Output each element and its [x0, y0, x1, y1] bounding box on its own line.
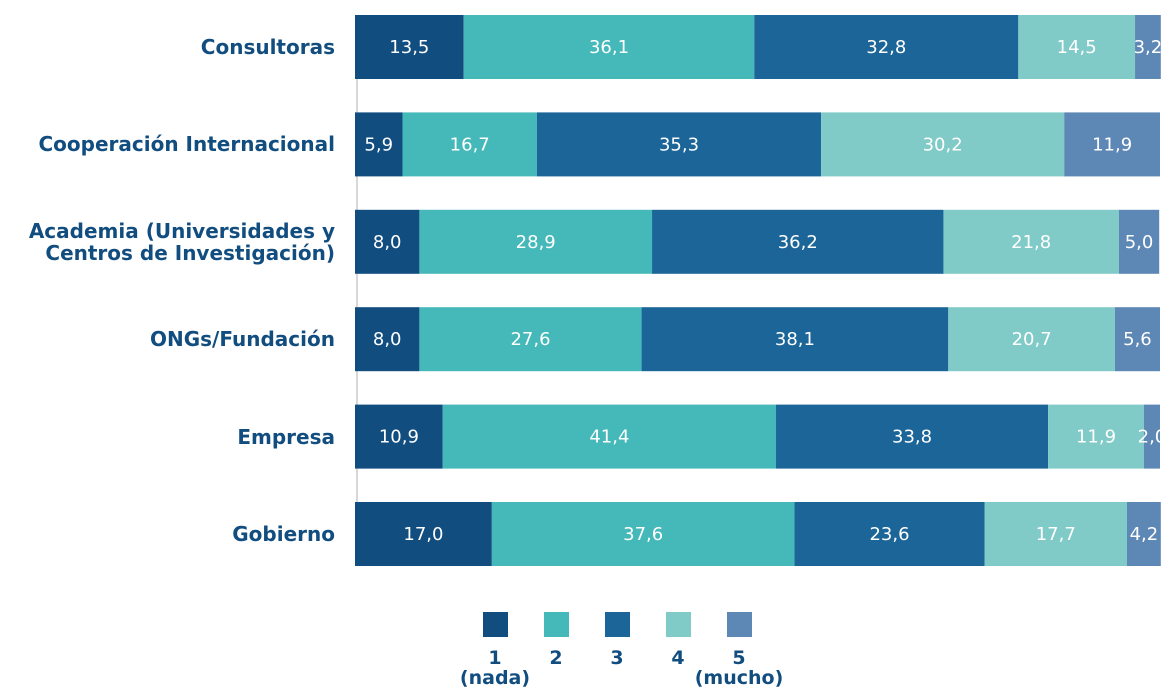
- bar-segment: [1118, 209, 1160, 274]
- bar-segment: [419, 307, 642, 372]
- value-label: 23,6: [869, 524, 909, 545]
- value-label: 33,8: [892, 427, 932, 448]
- value-label: 5,9: [364, 134, 393, 155]
- value-label: 16,7: [450, 134, 490, 155]
- legend-label: 4: [671, 647, 685, 669]
- bar-segment: [355, 15, 464, 79]
- legend-label: 3: [610, 647, 624, 669]
- category-label: Gobierno: [232, 522, 335, 546]
- bar-segment: [402, 112, 537, 177]
- bar-segment: [1143, 404, 1160, 469]
- value-label: 17,7: [1036, 524, 1076, 545]
- value-label: 8,0: [373, 232, 402, 253]
- legend-swatch: [605, 612, 630, 637]
- bar-segment: [1135, 15, 1161, 79]
- bar-segment: [355, 502, 492, 566]
- value-label: 32,8: [866, 37, 906, 58]
- value-label: 37,6: [623, 524, 663, 545]
- bar-segment: [754, 15, 1019, 79]
- bar-segment: [442, 404, 777, 469]
- value-label: 8,0: [373, 329, 402, 350]
- bar-segment: [355, 112, 403, 177]
- category-label: ONGs/Fundación: [149, 327, 335, 352]
- value-label: 41,4: [589, 427, 629, 448]
- bar-segment: [1114, 307, 1160, 372]
- value-label: 3,2: [1134, 37, 1163, 58]
- value-label: 4,2: [1130, 524, 1159, 545]
- legend-swatch: [544, 612, 569, 637]
- value-label: 17,0: [403, 524, 443, 545]
- bar-segment: [355, 209, 420, 274]
- category-label: Consultoras: [200, 35, 335, 59]
- bar-segment: [821, 112, 1065, 177]
- value-label: 38,1: [775, 329, 815, 350]
- value-label: 35,3: [659, 134, 699, 155]
- category-label: Cooperación Internacional: [38, 132, 336, 157]
- value-label: 20,7: [1012, 329, 1052, 350]
- value-label: 11,9: [1092, 134, 1132, 155]
- bar-segment: [652, 209, 944, 274]
- bar-segment: [776, 404, 1049, 469]
- category-label: Empresa: [237, 424, 335, 449]
- bar-segment: [355, 404, 443, 469]
- bar-segment: [1048, 404, 1144, 469]
- legend-swatch: [666, 612, 691, 637]
- bar-segment: [984, 502, 1127, 566]
- legend-swatch: [483, 612, 508, 637]
- bar-segment: [1064, 112, 1160, 177]
- bar-segment: [943, 209, 1119, 274]
- value-label: 27,6: [510, 329, 550, 350]
- value-label: 5,6: [1123, 329, 1152, 350]
- value-label: 5,0: [1125, 232, 1154, 253]
- bar-segment: [794, 502, 985, 566]
- value-label: 36,2: [778, 232, 818, 253]
- value-label: 21,8: [1011, 232, 1051, 253]
- legend-label: 5 (mucho): [694, 647, 784, 689]
- bar-segment: [1126, 502, 1161, 566]
- value-label: 14,5: [1057, 37, 1097, 58]
- bar-segment: [491, 502, 795, 566]
- bar-segment: [419, 209, 653, 274]
- value-label: 36,1: [589, 37, 629, 58]
- bar-segment: [1018, 15, 1136, 79]
- value-label: 11,9: [1076, 427, 1116, 448]
- bar-segment: [355, 307, 420, 372]
- value-label: 2,0: [1138, 427, 1166, 448]
- value-label: 13,5: [389, 37, 429, 58]
- bar-segment: [536, 112, 822, 177]
- bar-segment: [948, 307, 1115, 372]
- legend-label: 2: [549, 647, 563, 669]
- value-label: 28,9: [516, 232, 556, 253]
- bar-segment: [641, 307, 949, 372]
- value-label: 10,9: [379, 427, 419, 448]
- category-label: Academia (Universidades y Centros de Inv…: [28, 218, 335, 265]
- bar-segment: [463, 15, 755, 79]
- value-label: 30,2: [923, 134, 963, 155]
- legend-swatch: [727, 612, 752, 637]
- legend-label: 1 (nada): [459, 647, 531, 689]
